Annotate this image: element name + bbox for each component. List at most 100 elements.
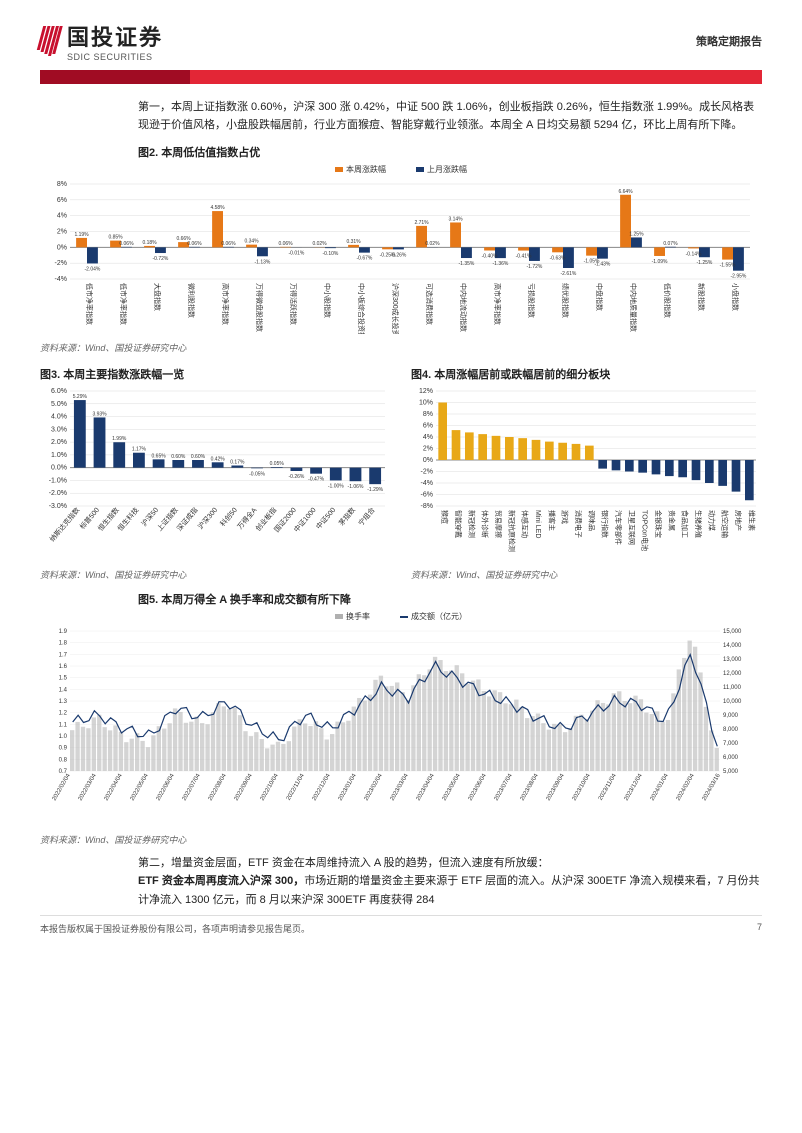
svg-text:0.31%: 0.31% — [346, 239, 361, 245]
svg-text:-1.0%: -1.0% — [49, 478, 67, 485]
svg-text:0%: 0% — [423, 457, 433, 464]
svg-text:0.02%: 0.02% — [312, 241, 327, 247]
svg-text:-2.95%: -2.95% — [731, 274, 747, 280]
chart4-source: 资料来源：Wind、国投证券研究中心 — [411, 568, 762, 581]
svg-text:2022/10/04: 2022/10/04 — [260, 773, 281, 803]
svg-text:1.17%: 1.17% — [132, 447, 147, 453]
svg-text:-1.25%: -1.25% — [697, 261, 713, 267]
svg-text:食品加工: 食品加工 — [681, 510, 690, 538]
svg-text:14,000: 14,000 — [723, 643, 742, 649]
svg-text:2023/04/04: 2023/04/04 — [416, 773, 437, 803]
svg-text:1.2: 1.2 — [59, 711, 68, 717]
svg-text:-0.10%: -0.10% — [323, 251, 339, 257]
svg-text:10%: 10% — [419, 400, 433, 407]
svg-text:动力煤: 动力煤 — [707, 510, 716, 531]
logo-title-en: SDIC SECURITIES — [67, 52, 163, 62]
svg-text:-2.61%: -2.61% — [561, 271, 577, 277]
svg-text:消费电子: 消费电子 — [574, 510, 583, 538]
svg-text:2024/02/04: 2024/02/04 — [676, 773, 697, 803]
svg-text:恒生科技: 恒生科技 — [116, 506, 141, 533]
svg-text:中盘指数: 中盘指数 — [595, 283, 604, 311]
svg-text:4%: 4% — [57, 213, 67, 220]
svg-text:体感互动: 体感互动 — [521, 510, 530, 538]
svg-text:-4%: -4% — [55, 276, 67, 283]
svg-text:小盘指数: 小盘指数 — [731, 283, 740, 311]
svg-text:贸易摩擦: 贸易摩擦 — [494, 510, 503, 538]
svg-text:2022/06/04: 2022/06/04 — [156, 773, 177, 803]
svg-text:0.06%: 0.06% — [278, 241, 293, 247]
svg-text:体外诊断: 体外诊断 — [481, 510, 490, 538]
svg-text:1.99%: 1.99% — [112, 437, 127, 443]
svg-text:深证成指: 深证成指 — [175, 506, 200, 533]
svg-text:低市净率指数: 低市净率指数 — [119, 283, 128, 325]
svg-text:2024/01/04: 2024/01/04 — [650, 773, 671, 803]
svg-text:1.1: 1.1 — [59, 723, 68, 729]
chart2-svg: -4%-2%0%2%4%6%8%1.19%-2.04%低市净率指数0.85%0.… — [40, 179, 760, 334]
svg-text:12,000: 12,000 — [723, 671, 742, 677]
svg-text:新冠检测: 新冠检测 — [467, 510, 476, 538]
svg-text:0.18%: 0.18% — [142, 240, 157, 246]
svg-text:2.0%: 2.0% — [51, 439, 67, 446]
svg-text:-0.05%: -0.05% — [249, 472, 265, 478]
svg-text:2023/12/04: 2023/12/04 — [624, 773, 645, 803]
svg-text:1.0: 1.0 — [59, 734, 68, 740]
chart4-svg: -8%-6%-4%-2%0%2%4%6%8%10%12%猴痘智能穿戴新冠检测体外… — [411, 386, 761, 561]
svg-text:-0.14%: -0.14% — [686, 252, 702, 258]
logo-title-cn: 国投证券 — [67, 20, 163, 52]
svg-text:0.42%: 0.42% — [211, 457, 226, 463]
svg-text:新冠抗原检测: 新冠抗原检测 — [507, 510, 516, 552]
para2-bold: ETF 资金本周再度流入沪深 300， — [138, 875, 304, 887]
svg-text:猴痘: 猴痘 — [441, 510, 450, 524]
svg-text:8,000: 8,000 — [723, 727, 739, 733]
svg-text:-1.36%: -1.36% — [493, 261, 509, 267]
chart5-legend-2: 成交额（亿元） — [411, 611, 467, 622]
svg-text:沪深50: 沪深50 — [139, 506, 160, 529]
svg-text:5.29%: 5.29% — [73, 394, 88, 400]
svg-text:-1.06%: -1.06% — [348, 484, 364, 490]
svg-text:万得微盘股指数: 万得微盘股指数 — [255, 283, 264, 332]
svg-text:沪深300: 沪深300 — [196, 506, 219, 532]
chart3-svg: -3.0%-2.0%-1.0%0.0%1.0%2.0%3.0%4.0%5.0%6… — [40, 386, 390, 561]
svg-text:2%: 2% — [57, 229, 67, 236]
svg-text:维生素: 维生素 — [747, 510, 756, 531]
svg-text:4%: 4% — [423, 434, 433, 441]
svg-text:-0.41%: -0.41% — [516, 254, 532, 260]
svg-text:12%: 12% — [419, 388, 433, 395]
svg-text:2023/06/04: 2023/06/04 — [468, 773, 489, 803]
svg-text:2022/08/04: 2022/08/04 — [208, 773, 229, 803]
svg-text:卫星互联网: 卫星互联网 — [627, 510, 636, 545]
logo: 国投证券 SDIC SECURITIES — [40, 20, 163, 62]
svg-text:6%: 6% — [57, 197, 67, 204]
svg-text:3.0%: 3.0% — [51, 427, 67, 434]
chart5-title: 图5. 本周万得全 A 换手率和成交额有所下降 — [138, 591, 762, 607]
svg-text:-1.43%: -1.43% — [595, 262, 611, 268]
svg-text:TOPCon电池: TOPCon电池 — [641, 510, 650, 551]
svg-text:2023/09/04: 2023/09/04 — [546, 773, 567, 803]
svg-text:15,000: 15,000 — [723, 629, 742, 635]
svg-text:1.5: 1.5 — [59, 676, 68, 682]
svg-text:-1.35%: -1.35% — [459, 261, 475, 267]
svg-text:2022/04/04: 2022/04/04 — [104, 773, 125, 803]
svg-text:1.3: 1.3 — [59, 699, 68, 705]
svg-text:1.9: 1.9 — [59, 629, 68, 635]
chart2-legend-2: 上月涨跌幅 — [427, 164, 467, 175]
svg-text:-8%: -8% — [421, 503, 433, 510]
svg-text:-4%: -4% — [421, 480, 433, 487]
svg-text:11,000: 11,000 — [723, 685, 742, 691]
svg-text:2022/03/04: 2022/03/04 — [78, 773, 99, 803]
svg-text:0.07%: 0.07% — [663, 241, 678, 247]
svg-text:-1.09%: -1.09% — [652, 259, 668, 265]
svg-text:-1.29%: -1.29% — [367, 487, 383, 493]
svg-text:茅指数: 茅指数 — [337, 506, 357, 528]
svg-text:1.19%: 1.19% — [74, 232, 89, 238]
svg-text:6,000: 6,000 — [723, 755, 739, 761]
svg-text:中证500: 中证500 — [314, 506, 337, 532]
svg-text:贵金属: 贵金属 — [667, 510, 676, 531]
svg-text:2022/09/04: 2022/09/04 — [234, 773, 255, 803]
report-type: 策略定期报告 — [696, 33, 762, 49]
svg-text:2023/03/04: 2023/03/04 — [390, 773, 411, 803]
svg-text:亏损股指数: 亏损股指数 — [527, 283, 536, 318]
svg-text:1.7: 1.7 — [59, 653, 68, 659]
chart2-legend-1: 本周涨跌幅 — [346, 164, 386, 175]
svg-text:-3.0%: -3.0% — [49, 503, 67, 510]
